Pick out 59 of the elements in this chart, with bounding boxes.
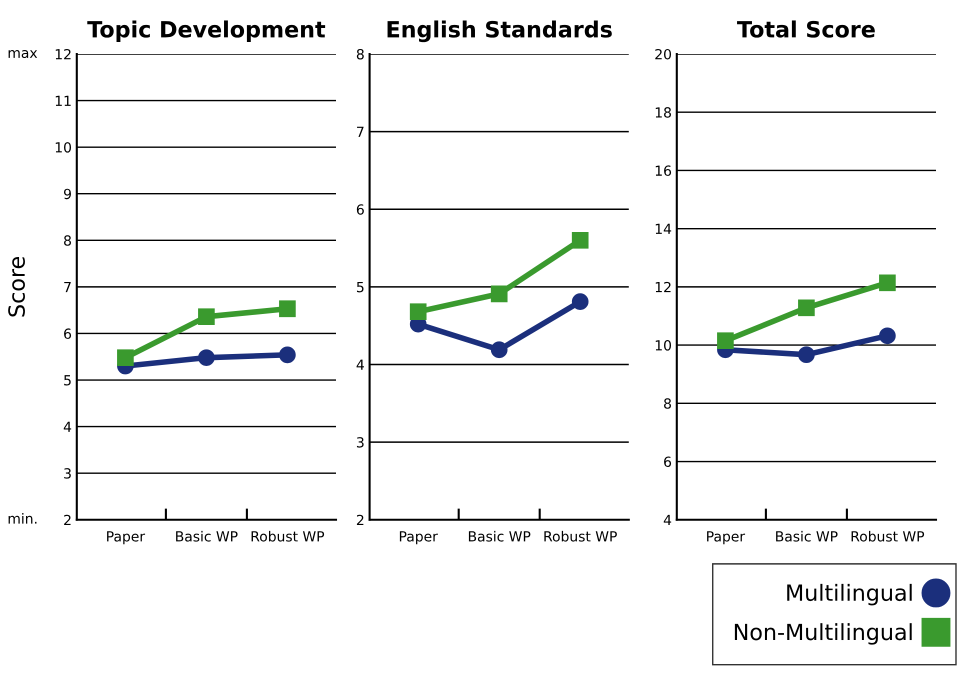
y-tick-label: 12 — [56, 48, 71, 60]
point — [798, 346, 815, 364]
y-tick-label: 16 — [656, 165, 672, 176]
x-tick-label: Robust WP — [252, 530, 324, 542]
x-tick-label: Basic WP — [776, 530, 838, 542]
y-tick-label: 8 — [64, 235, 71, 246]
x-tick-label: Robust WP — [544, 530, 617, 542]
point — [572, 293, 589, 310]
y-tick-label: 9 — [64, 188, 71, 200]
point — [410, 303, 427, 320]
y-tick-label: 4 — [664, 514, 672, 526]
text: max — [8, 50, 38, 58]
y-tick-label: 7 — [357, 126, 364, 137]
y-tick-label: 18 — [656, 107, 671, 118]
x-tick-label: Basic WP — [176, 530, 238, 542]
point — [879, 274, 896, 292]
y-tick-label: 6 — [356, 204, 364, 215]
point — [198, 308, 215, 326]
x-tick-label: Paper — [707, 531, 746, 544]
x-tick-label: Robust WP — [852, 530, 924, 542]
legend-label: Multilingual — [787, 584, 912, 606]
y-tick-label: 11 — [56, 96, 71, 106]
x-tick-label: Paper — [107, 531, 146, 544]
point — [279, 300, 296, 318]
y-tick-label: 6 — [64, 328, 72, 339]
y-tick-label: 2 — [356, 514, 364, 526]
y-tick-label: 5 — [64, 375, 71, 386]
y-tick-label: 3 — [64, 468, 71, 479]
y-tick-label: 10 — [656, 340, 672, 351]
y-tick-label: 5 — [356, 282, 364, 292]
x-tick-label: Basic WP — [468, 530, 530, 542]
text: min. — [8, 513, 36, 524]
point — [490, 286, 508, 302]
point — [198, 349, 215, 366]
y-tick-label: 3 — [356, 437, 364, 448]
y-axis-title: Score — [8, 256, 25, 317]
y-tick-label: 20 — [655, 48, 672, 60]
chart-title: Topic Development — [87, 20, 326, 42]
y-tick-label: 12 — [656, 282, 671, 292]
point — [279, 346, 296, 364]
y-tick-label: 2 — [64, 514, 71, 526]
x-tick-label: Paper — [400, 531, 438, 544]
point — [117, 349, 134, 366]
y-tick-label: 7 — [64, 282, 71, 292]
y-tick-label: 4 — [64, 422, 72, 432]
point — [717, 332, 734, 350]
point — [798, 300, 815, 316]
point — [490, 341, 508, 358]
y-tick-label: 10 — [56, 142, 72, 153]
legend-label: Non-Multilingual — [734, 623, 912, 645]
point — [879, 327, 896, 344]
y-tick-label: 4 — [356, 360, 364, 370]
y-tick-label: 6 — [664, 456, 672, 468]
point — [572, 232, 589, 249]
chart-title: Total Score — [737, 20, 875, 38]
y-tick-label: 14 — [656, 224, 672, 234]
chart-title: English Standards — [388, 20, 612, 42]
y-tick-label: 8 — [356, 48, 364, 60]
y-tick-label: 8 — [664, 398, 671, 409]
